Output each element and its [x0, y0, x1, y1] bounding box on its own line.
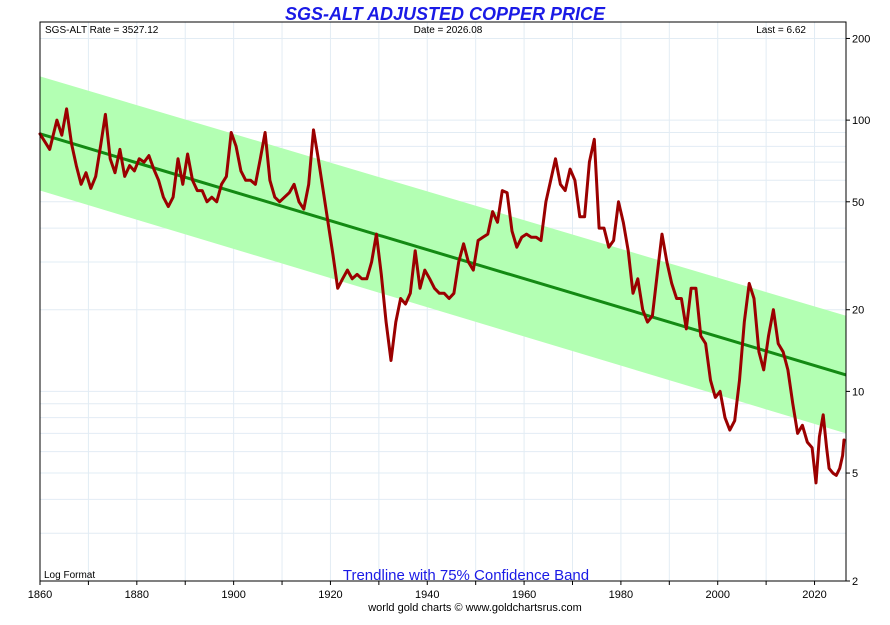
x-tick-label: 2020 [802, 589, 826, 601]
chart-title: SGS-ALT ADJUSTED COPPER PRICE [285, 4, 606, 24]
y-tick-label: 5 [852, 468, 858, 480]
info-date: Date = 2026.08 [414, 25, 483, 36]
x-tick-label: 1980 [609, 589, 633, 601]
scale-label: Log Format [44, 570, 95, 581]
y-tick-label: 20 [852, 305, 864, 317]
footer-credit: world gold charts © www.goldchartsrus.co… [367, 602, 582, 614]
y-tick-label: 100 [852, 115, 870, 127]
y-tick-label: 200 [852, 33, 870, 45]
y-tick-label: 50 [852, 197, 864, 209]
x-tick-label: 2000 [705, 589, 729, 601]
y-tick-label: 2 [852, 576, 858, 588]
info-rate: SGS-ALT Rate = 3527.12 [45, 25, 159, 36]
band-label: Trendline with 75% Confidence Band [343, 567, 589, 584]
trendline [39, 132, 847, 377]
price-series [38, 107, 846, 485]
x-axis: 1860 1880 1900 1920 1940 1960 1980 2000 2020 [28, 581, 827, 601]
plot-frame [39, 21, 847, 582]
x-tick-label: 1860 [28, 589, 52, 601]
price-line [38, 107, 846, 485]
trend-line [39, 132, 847, 377]
y-tick-label: 10 [852, 386, 864, 398]
x-tick-label: 1940 [415, 589, 439, 601]
x-tick-label: 1960 [512, 589, 536, 601]
y-axis: 2 5 10 20 50 100 200 [846, 33, 870, 588]
x-tick-label: 1900 [221, 589, 245, 601]
x-tick-label: 1920 [318, 589, 342, 601]
info-last: Last = 6.62 [756, 25, 806, 36]
x-tick-label: 1880 [125, 589, 149, 601]
